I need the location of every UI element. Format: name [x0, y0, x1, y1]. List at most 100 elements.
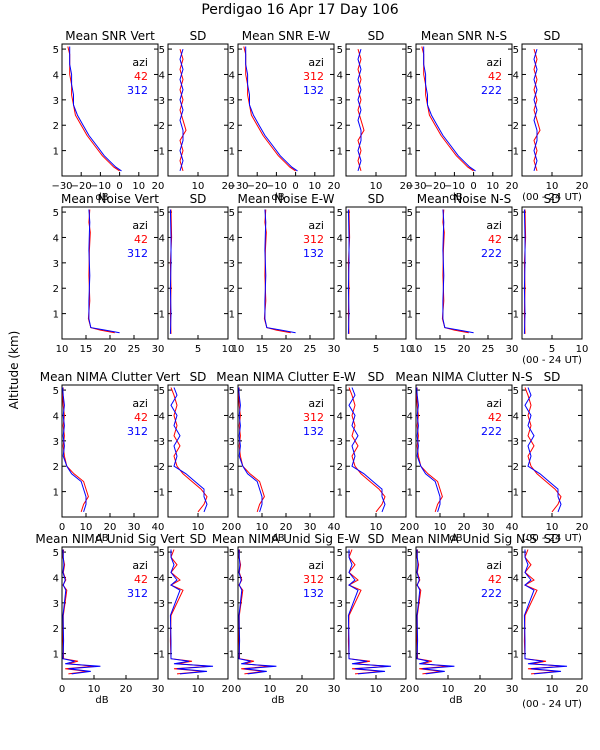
y-tick-label: 4 — [53, 70, 59, 81]
legend-header: azi — [486, 397, 502, 410]
sd-panel-title: SD — [190, 192, 207, 206]
x-tick-label: 20 — [576, 522, 589, 533]
mean-panel-title: Mean NIMA Clutter E-W — [216, 370, 356, 384]
y-tick-label: 4 — [407, 70, 413, 81]
y-tick-label: 5 — [53, 208, 59, 219]
y-tick-label: 1 — [407, 650, 413, 661]
x-tick-label: 30 — [506, 684, 519, 695]
mean-panel-title: Mean SNR Vert — [65, 29, 155, 43]
x-tick-label: 25 — [304, 344, 317, 355]
x-tick-label: 20 — [222, 684, 235, 695]
sd-series-blue — [169, 209, 172, 334]
mean-panel-frame — [415, 546, 513, 680]
mean-panel-title: Mean Noise N-S — [417, 192, 512, 206]
legend-blue-entry: 132 — [303, 587, 324, 600]
y-tick-label: 3 — [53, 599, 59, 610]
x-tick-label: 0 — [413, 522, 419, 533]
time-range-label: (00 - 24 UT) — [522, 192, 582, 203]
y-tick-label: 2 — [337, 624, 343, 635]
x-tick-label: 10 — [370, 522, 383, 533]
y-tick-label: 1 — [53, 488, 59, 499]
legend-header: azi — [132, 219, 148, 232]
x-tick-label: 20 — [222, 181, 235, 192]
time-range-label: (00 - 24 UT) — [522, 355, 582, 366]
x-tick-label: 30 — [328, 344, 341, 355]
mean-panel-frame — [415, 43, 513, 177]
mean-series-red — [238, 549, 271, 675]
y-tick-label: 1 — [337, 488, 343, 499]
sd-panel-frame — [167, 206, 229, 340]
sd-panel-title: SD — [368, 29, 385, 43]
y-tick-label: 5 — [159, 208, 165, 219]
legend-blue-entry: 222 — [481, 247, 502, 260]
x-tick-label: 30 — [482, 522, 495, 533]
mean-series-blue — [416, 387, 441, 513]
y-tick-label: 2 — [407, 121, 413, 132]
sd-panel-title: SD — [190, 370, 207, 384]
sd-series-red — [179, 48, 187, 172]
x-axis-label: dB — [449, 192, 462, 203]
legend-red-entry: 42 — [134, 411, 148, 424]
x-axis-label: dB — [271, 192, 284, 203]
y-tick-label: 2 — [159, 284, 165, 295]
x-tick-label: 10 — [192, 522, 205, 533]
x-tick-label: 0 — [116, 181, 122, 192]
x-tick-label: 20 — [104, 344, 117, 355]
y-tick-label: 2 — [159, 624, 165, 635]
y-tick-label: 3 — [337, 96, 343, 107]
y-tick-label: 3 — [159, 437, 165, 448]
legend-blue-entry: 312 — [127, 587, 148, 600]
y-tick-label: 3 — [407, 96, 413, 107]
mean-panel-title: Mean SNR E-W — [242, 29, 331, 43]
sd-series-red — [357, 48, 365, 172]
y-tick-label: 3 — [407, 259, 413, 270]
x-tick-label: 10 — [80, 522, 93, 533]
x-tick-label: −20 — [425, 181, 446, 192]
y-tick-label: 1 — [513, 488, 519, 499]
y-tick-label: 5 — [337, 208, 343, 219]
y-tick-label: 4 — [513, 233, 519, 244]
legend-red-entry: 42 — [488, 411, 502, 424]
sd-series-blue — [169, 549, 214, 675]
y-tick-label: 2 — [337, 462, 343, 473]
time-range-label: (00 - 24 UT) — [522, 699, 582, 710]
legend-red-entry: 312 — [303, 233, 324, 246]
sd-panel-title: SD — [544, 29, 561, 43]
y-tick-label: 1 — [53, 147, 59, 158]
legend-red-entry: 312 — [303, 411, 324, 424]
y-tick-label: 5 — [53, 45, 59, 56]
y-tick-label: 3 — [337, 437, 343, 448]
sd-series-red — [170, 387, 208, 513]
legend-header: azi — [486, 559, 502, 572]
y-tick-label: 5 — [159, 386, 165, 397]
mean-series-red — [421, 46, 474, 172]
y-tick-label: 1 — [337, 310, 343, 321]
mean-series-red — [263, 209, 291, 334]
y-tick-label: 2 — [159, 121, 165, 132]
legend-header: azi — [308, 397, 324, 410]
y-tick-label: 3 — [53, 96, 59, 107]
y-tick-label: 5 — [229, 386, 235, 397]
y-tick-label: 5 — [513, 45, 519, 56]
y-tick-label: 4 — [337, 70, 343, 81]
x-tick-label: −10 — [90, 181, 111, 192]
y-tick-label: 2 — [229, 462, 235, 473]
y-axis-label: Altitude (km) — [7, 331, 21, 410]
sd-series-blue — [533, 48, 538, 172]
x-tick-label: 25 — [128, 344, 141, 355]
y-tick-label: 4 — [159, 573, 165, 584]
mean-panel-title: Mean NIMA Unid Sig N-S — [391, 532, 537, 546]
legend-blue-entry: 222 — [481, 84, 502, 97]
x-tick-label: 20 — [296, 684, 309, 695]
mean-panel-title: Mean NIMA Unid Sig Vert — [35, 532, 185, 546]
legend-blue-entry: 312 — [127, 425, 148, 438]
x-tick-label: 20 — [576, 684, 589, 695]
x-tick-label: −30 — [51, 181, 72, 192]
legend-blue-entry: 132 — [303, 84, 324, 97]
mean-panel-title: Mean Noise E-W — [238, 192, 335, 206]
sd-panel-title: SD — [544, 192, 561, 206]
sd-panel-frame — [167, 43, 229, 177]
x-tick-label: 10 — [132, 181, 145, 192]
mean-series-red — [87, 209, 115, 334]
x-tick-label: 10 — [546, 684, 559, 695]
